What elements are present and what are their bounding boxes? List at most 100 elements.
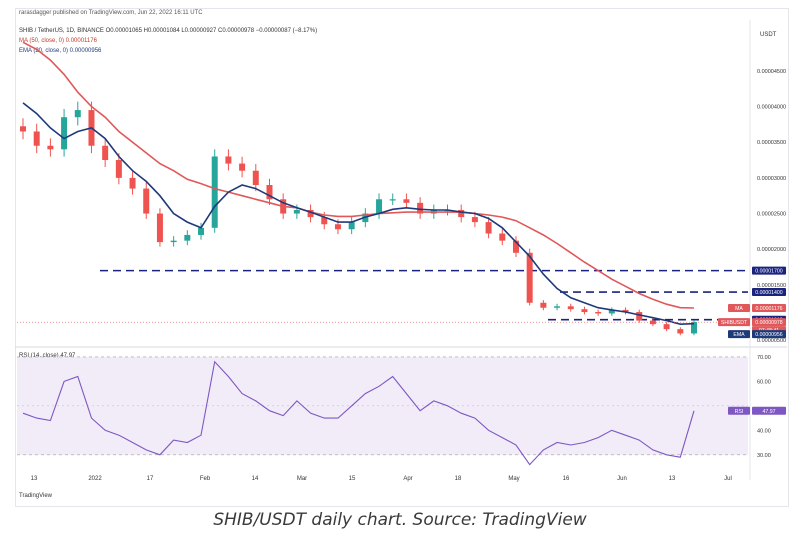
candle-body	[252, 170, 259, 185]
x-tick-label: Mar	[297, 476, 307, 482]
candle-body	[225, 156, 232, 164]
rsi-tick-label: 60.00	[757, 379, 771, 385]
candle-body	[499, 233, 506, 241]
candle-body	[266, 185, 273, 200]
price-tag	[752, 288, 786, 297]
price-tag-label: EMA	[733, 332, 745, 338]
candle-body	[691, 322, 697, 334]
candle-body	[61, 117, 68, 150]
y-tick-label: 0.00001500	[757, 283, 786, 289]
price-tag-label: SHIBUSDT	[721, 320, 748, 326]
x-tick-label: 14	[252, 476, 259, 482]
x-tick-label: 16	[563, 476, 570, 482]
price-tag	[728, 406, 750, 415]
candle-body	[321, 217, 328, 225]
price-tag-label: 0.00001700	[755, 269, 783, 275]
candle-body	[102, 145, 109, 161]
x-tick-label: 2022	[88, 476, 102, 482]
price-tag	[752, 406, 786, 415]
ema-legend: EMA (20, close, 0) 0.00000956	[19, 48, 102, 54]
candle-body	[417, 202, 424, 214]
price-tag-label: 47.97	[763, 409, 776, 415]
price-tag	[752, 330, 786, 339]
price-tag-label: 0.00000978	[755, 320, 783, 326]
rsi-tick-label: 30.00	[757, 453, 771, 459]
candle-body	[33, 131, 40, 146]
candle-body	[677, 329, 684, 334]
rsi-line	[22, 360, 695, 466]
candle-body	[526, 252, 533, 303]
price-tag	[752, 318, 786, 327]
candle-body	[184, 234, 191, 241]
candle-body	[334, 224, 341, 230]
chart-caption: SHIB/USDT daily chart. Source: TradingVi…	[213, 510, 587, 530]
price-tag-label: 0.00001400	[755, 290, 783, 296]
y-tick-label: 0.00003000	[757, 176, 786, 182]
candle-body	[239, 163, 246, 171]
x-tick-label: Apr	[403, 476, 412, 482]
candle-body	[389, 199, 396, 201]
y-tick-label: 0.00004500	[757, 69, 786, 75]
candle-body	[663, 324, 670, 330]
tradingview-logo: TradingView	[19, 493, 53, 499]
candle-body	[307, 209, 314, 218]
y-tick-label: 0.00002000	[757, 247, 786, 253]
candle-body	[485, 222, 492, 234]
x-tick-label: Feb	[200, 476, 211, 482]
candle-body	[74, 110, 81, 118]
candle-body	[554, 306, 561, 308]
candle-body	[20, 126, 26, 132]
candle-body	[129, 177, 136, 189]
candle-body	[512, 240, 519, 253]
candle-body	[636, 312, 643, 321]
rsi-tick-label: 40.00	[757, 428, 771, 434]
price-tag-label: 0.00001176	[755, 306, 782, 312]
y-tick-label: 0.00000500	[757, 338, 786, 344]
candle-body	[403, 199, 410, 203]
price-tag	[728, 330, 750, 339]
sma-line	[22, 41, 695, 309]
x-tick-label: 13	[31, 476, 38, 482]
candle-body	[348, 222, 355, 230]
candle-body	[293, 209, 300, 214]
candle-body	[581, 309, 588, 313]
price-tag	[718, 318, 750, 327]
candle-body	[170, 240, 177, 243]
candle-body	[458, 209, 465, 218]
y-tick-label: 0.00003500	[757, 140, 786, 146]
price-tag	[752, 304, 786, 313]
candle-body	[649, 320, 656, 325]
candle-body	[595, 312, 602, 314]
candle-body	[211, 156, 218, 228]
price-tag	[752, 266, 786, 275]
x-tick-label: 17	[147, 476, 154, 482]
x-tick-label: May	[508, 476, 519, 482]
y-tick-label: 0.00002500	[757, 212, 786, 218]
candle-body	[622, 309, 629, 313]
candle-body	[47, 145, 54, 150]
x-tick-label: Jul	[724, 476, 732, 482]
candle-body	[115, 160, 122, 178]
candle-body	[376, 199, 383, 214]
price-tag	[728, 304, 750, 313]
x-tick-label: Jun	[617, 476, 627, 482]
candle-body	[198, 227, 205, 235]
candle-body	[540, 302, 547, 308]
rsi-tick-label: 70.00	[757, 355, 771, 361]
candle-body	[143, 188, 150, 214]
price-tag-label: RSI	[735, 409, 744, 415]
candle-body	[471, 217, 478, 223]
x-tick-label: 15	[349, 476, 356, 482]
x-tick-label: 18	[455, 476, 462, 482]
currency-label: USDT	[760, 32, 777, 38]
x-tick-label: 13	[669, 476, 676, 482]
price-tag-label: MA	[735, 306, 743, 312]
sma-legend: MA (50, close, 0) 0.00001176	[19, 38, 97, 44]
candle-body	[567, 306, 574, 310]
author-line: rarasdagger published on TradingView.com…	[19, 10, 203, 16]
symbol-legend: SHIB / TetherUS, 1D, BINANCE O0.00001065…	[19, 28, 318, 34]
y-tick-label: 0.00004000	[757, 105, 786, 111]
candle-body	[608, 309, 615, 314]
ema-line	[22, 102, 695, 326]
